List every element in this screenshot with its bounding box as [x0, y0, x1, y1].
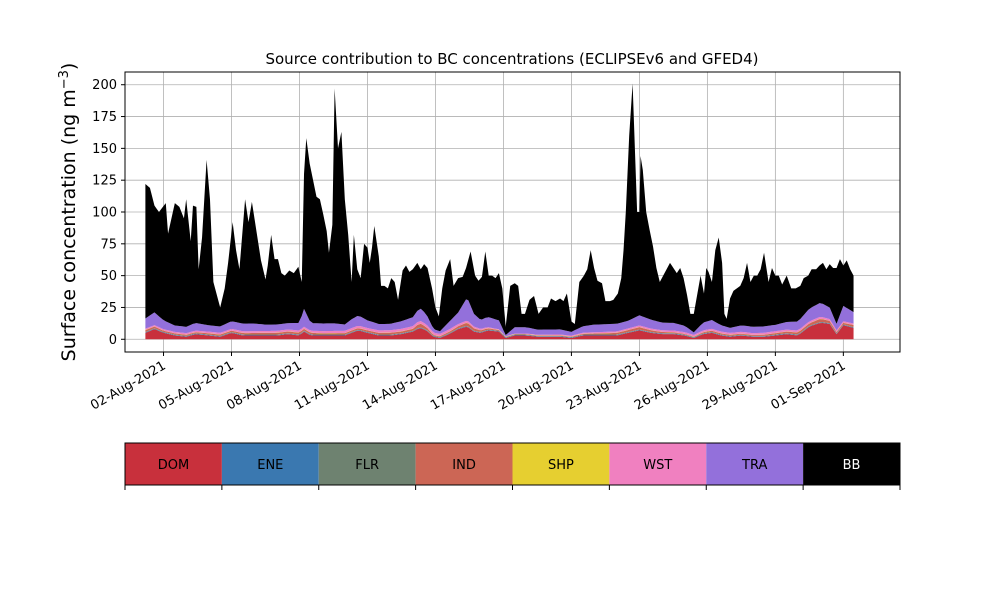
legend-swatch-tra — [706, 443, 804, 485]
x-tick-label: 14-Aug-2021 — [360, 358, 440, 413]
legend-label-bb: BB — [843, 458, 861, 473]
legend: DOM ENE FLR IND SHP WST TRA BB — [124, 442, 901, 490]
y-tick-label: 0 — [109, 333, 117, 348]
y-gridlines — [125, 84, 900, 340]
plot-area: 0 25 50 75 100 125 150 175 200 02-Aug-202105-Aug… — [88, 71, 901, 414]
legend-swatch-dom — [125, 443, 222, 485]
y-axis-label-text: Surface concentration (ng m — [58, 89, 80, 361]
legend-label-shp: SHP — [548, 458, 574, 473]
x-tick-label: 05-Aug-2021 — [156, 358, 236, 413]
x-tick-label: 20-Aug-2021 — [496, 358, 576, 413]
legend-swatch-ene — [221, 443, 319, 485]
x-tick-label: 17-Aug-2021 — [428, 358, 508, 413]
area-ene — [145, 322, 854, 338]
x-tick-label: 29-Aug-2021 — [700, 358, 780, 413]
area-flr — [145, 322, 854, 338]
legend-swatch-bb — [803, 443, 900, 485]
x-tick-label: 01-Sep-2021 — [769, 358, 849, 413]
y-axis-label: Surface concentration (ng m−3) — [57, 63, 80, 362]
legend-swatch-flr — [318, 443, 416, 485]
legend-label-ind: IND — [452, 458, 476, 473]
legend-label-flr: FLR — [355, 458, 379, 473]
y-tick-label: 50 — [100, 269, 117, 284]
legend-swatch-shp — [512, 443, 610, 485]
area-ind — [145, 319, 854, 338]
legend-label-ene: ENE — [257, 458, 283, 473]
legend-label-tra: TRA — [741, 458, 767, 473]
y-axis-label-close: ) — [58, 63, 80, 70]
legend-swatch-wst — [609, 443, 707, 485]
chart-title: Source contribution to BC concentrations… — [265, 50, 758, 68]
y-tick-label: 25 — [100, 301, 117, 316]
legend-swatch-ind — [415, 443, 513, 485]
legend-label-wst: WST — [643, 458, 672, 473]
x-tick-label: 08-Aug-2021 — [224, 358, 304, 413]
area-tra — [145, 299, 854, 337]
area-wst — [145, 317, 854, 337]
y-axis-ticks: 0 25 50 75 100 125 150 175 200 — [92, 78, 125, 348]
y-tick-label: 75 — [100, 237, 117, 252]
y-tick-label: 200 — [92, 78, 117, 93]
legend-label-dom: DOM — [158, 458, 189, 473]
x-axis-ticks: 02-Aug-202105-Aug-202108-Aug-202111-Aug-… — [88, 352, 848, 414]
y-axis-label-sup: −3 — [57, 70, 72, 89]
y-tick-label: 150 — [92, 142, 117, 157]
y-tick-label: 125 — [92, 174, 117, 189]
area-dom — [145, 323, 854, 340]
x-tick-label: 02-Aug-2021 — [88, 358, 168, 413]
y-tick-label: 175 — [92, 110, 117, 125]
stacked-areas — [145, 83, 854, 340]
area-bb — [145, 83, 854, 336]
y-tick-label: 100 — [92, 206, 117, 221]
x-tick-label: 26-Aug-2021 — [632, 358, 712, 413]
x-tick-label: 11-Aug-2021 — [292, 358, 372, 413]
x-tick-label: 23-Aug-2021 — [564, 358, 644, 413]
